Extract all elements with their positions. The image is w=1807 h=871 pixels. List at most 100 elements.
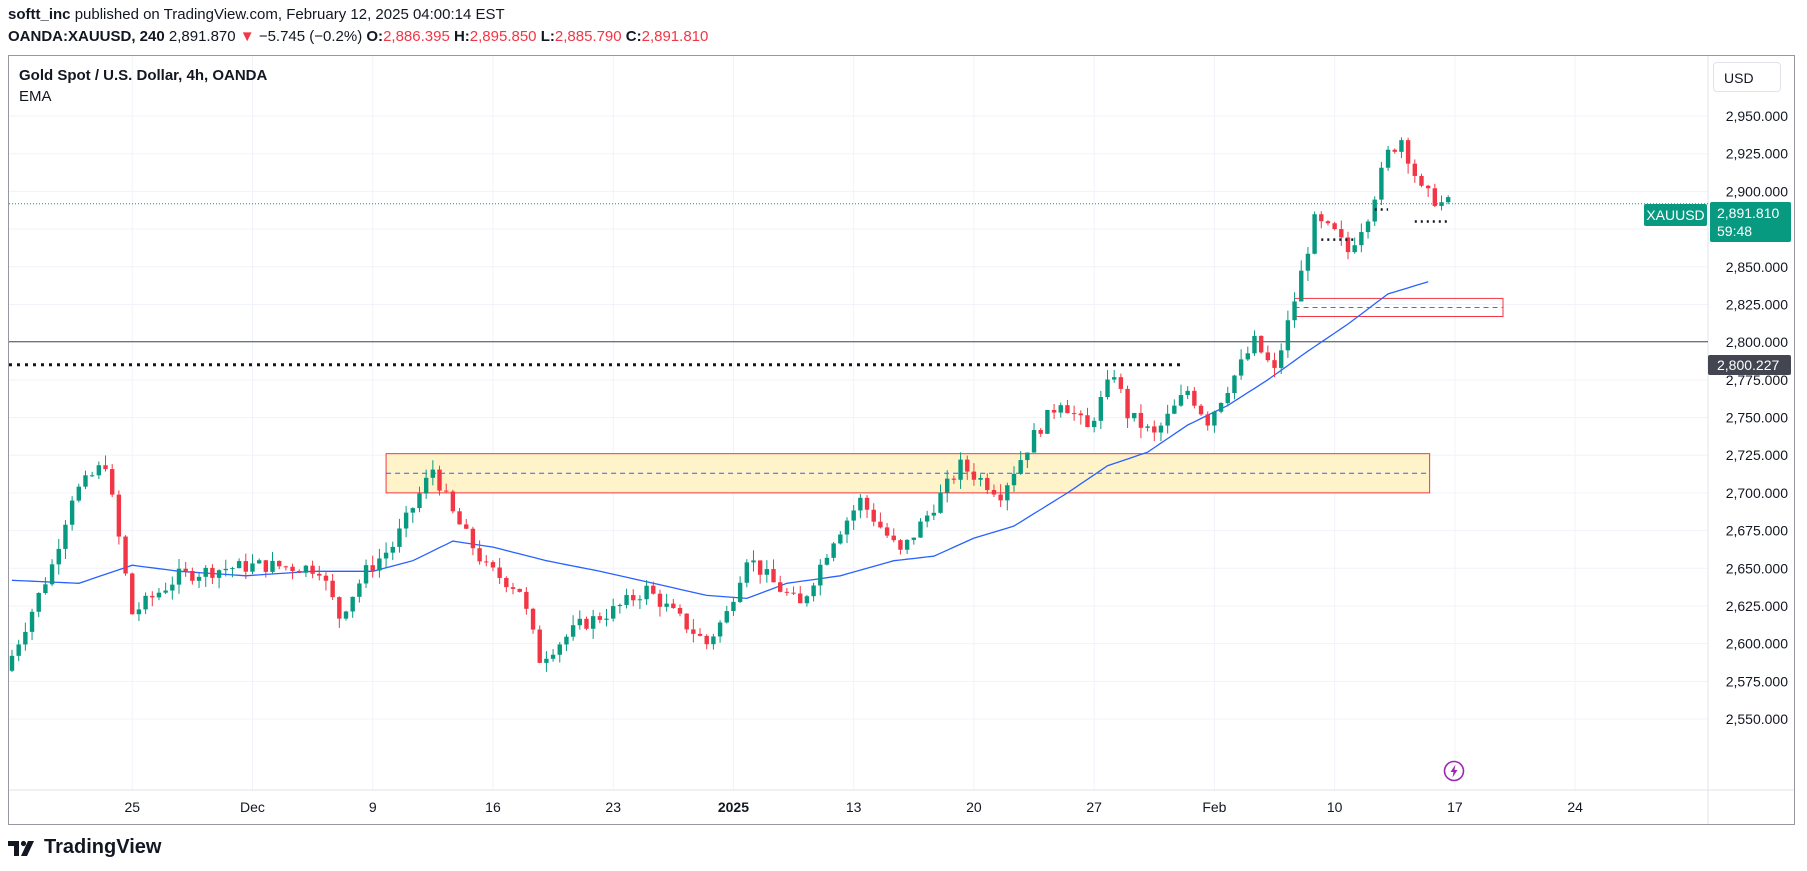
y-tick-label: 2,850.000 xyxy=(1726,259,1788,275)
x-tick-label: 9 xyxy=(369,799,377,815)
candle-body xyxy=(898,540,903,550)
candle-body xyxy=(183,568,188,571)
candle-body xyxy=(1205,414,1210,426)
candle-body xyxy=(410,508,415,513)
candle-body xyxy=(791,592,796,594)
candle-body xyxy=(824,557,830,565)
candle-body xyxy=(577,618,582,626)
candle-body xyxy=(303,565,309,573)
open-value: 2,886.395 xyxy=(383,28,450,45)
candle-body xyxy=(1025,452,1030,461)
candle-body xyxy=(1185,390,1190,396)
candle-body xyxy=(190,570,195,581)
candle-body xyxy=(550,654,556,659)
candle-body xyxy=(210,567,215,578)
indicator-legend-ema[interactable]: EMA xyxy=(19,88,52,105)
close-value: 2,891.810 xyxy=(641,28,709,45)
candle-body xyxy=(283,566,289,568)
currency-button[interactable]: USD xyxy=(1713,62,1781,92)
candle-body xyxy=(1038,430,1043,434)
candle-body xyxy=(1439,202,1444,206)
candle-body xyxy=(417,493,422,509)
candle-body xyxy=(490,562,496,568)
y-tick-label: 2,925.000 xyxy=(1726,146,1788,162)
candle-body xyxy=(631,595,636,601)
candle-body xyxy=(263,560,269,572)
candle-body xyxy=(764,569,770,575)
candle-body xyxy=(597,616,603,620)
symbol-label: OANDA:XAUUSD, 240 xyxy=(8,28,165,45)
candle-body xyxy=(884,527,890,536)
candle-body xyxy=(250,563,255,572)
x-tick-label: 27 xyxy=(1086,799,1102,815)
candle-body xyxy=(831,543,836,558)
candle-body xyxy=(751,560,756,563)
candle-body xyxy=(838,534,843,544)
candle-body xyxy=(624,595,629,605)
candle-body xyxy=(544,658,549,663)
candle-body xyxy=(403,512,409,529)
candle-body xyxy=(1125,388,1130,419)
candle-body xyxy=(363,565,369,584)
candle-body xyxy=(470,528,476,549)
candle-body xyxy=(504,577,509,588)
candle-body xyxy=(337,597,342,619)
candle-body xyxy=(811,585,816,597)
candle-body xyxy=(1432,188,1438,206)
candle-body xyxy=(1339,229,1344,238)
candle-body xyxy=(924,515,930,522)
candle-body xyxy=(76,486,81,501)
x-tick-label: 20 xyxy=(966,799,982,815)
candle-body xyxy=(724,611,729,623)
candle-body xyxy=(1138,412,1144,428)
candle-body xyxy=(110,469,115,495)
candle-body xyxy=(1178,395,1184,406)
candle-body xyxy=(464,524,469,529)
x-tick-label: Dec xyxy=(240,799,265,815)
candle-body xyxy=(143,595,148,610)
candle-body xyxy=(196,576,202,581)
brand-footer[interactable]: TradingView xyxy=(8,836,161,859)
candle-body xyxy=(1385,149,1391,168)
y-tick-label: 2,725.000 xyxy=(1726,447,1788,463)
candle-body xyxy=(717,622,723,637)
y-tick-label: 2,675.000 xyxy=(1726,523,1788,539)
candle-body xyxy=(89,475,95,477)
candle-body xyxy=(1165,413,1170,426)
y-tick-label: 2,750.000 xyxy=(1726,410,1788,426)
ohlc-line: OANDA:XAUUSD, 240 2,891.870 ▼ −5.745 (−0… xyxy=(8,28,708,45)
candle-body xyxy=(691,629,696,634)
candle-body xyxy=(1312,214,1317,254)
candle-body xyxy=(904,539,910,550)
candle-body xyxy=(497,567,502,578)
candle-body xyxy=(517,588,522,592)
published-text: published on TradingView.com, February 1… xyxy=(74,6,505,23)
candle-body xyxy=(778,582,783,592)
candle-body xyxy=(1051,409,1057,413)
author-name[interactable]: softt_inc xyxy=(8,6,71,23)
candle-body xyxy=(1446,197,1451,203)
candle-body xyxy=(731,601,736,612)
lightning-bolt-icon[interactable] xyxy=(1443,760,1465,782)
candle-body xyxy=(1145,426,1150,428)
candle-body xyxy=(243,561,248,572)
candle-body xyxy=(1225,393,1230,403)
candle-body xyxy=(1319,214,1324,222)
candle-body xyxy=(1058,405,1063,413)
y-tick-label: 2,900.000 xyxy=(1726,183,1788,199)
candle-body xyxy=(510,587,516,589)
candle-body xyxy=(63,524,68,549)
candle-body xyxy=(1352,245,1357,253)
candle-body xyxy=(1152,426,1157,433)
candle-body xyxy=(804,596,810,604)
candle-body xyxy=(256,560,262,564)
candle-body xyxy=(43,584,48,594)
candle-body xyxy=(931,512,937,516)
candle-body xyxy=(36,593,41,612)
candle-body xyxy=(1245,353,1250,360)
symbol-badge: XAUUSD xyxy=(1644,204,1707,226)
candle-body xyxy=(136,609,142,615)
candle-body xyxy=(423,477,429,494)
candle-body xyxy=(958,459,963,480)
